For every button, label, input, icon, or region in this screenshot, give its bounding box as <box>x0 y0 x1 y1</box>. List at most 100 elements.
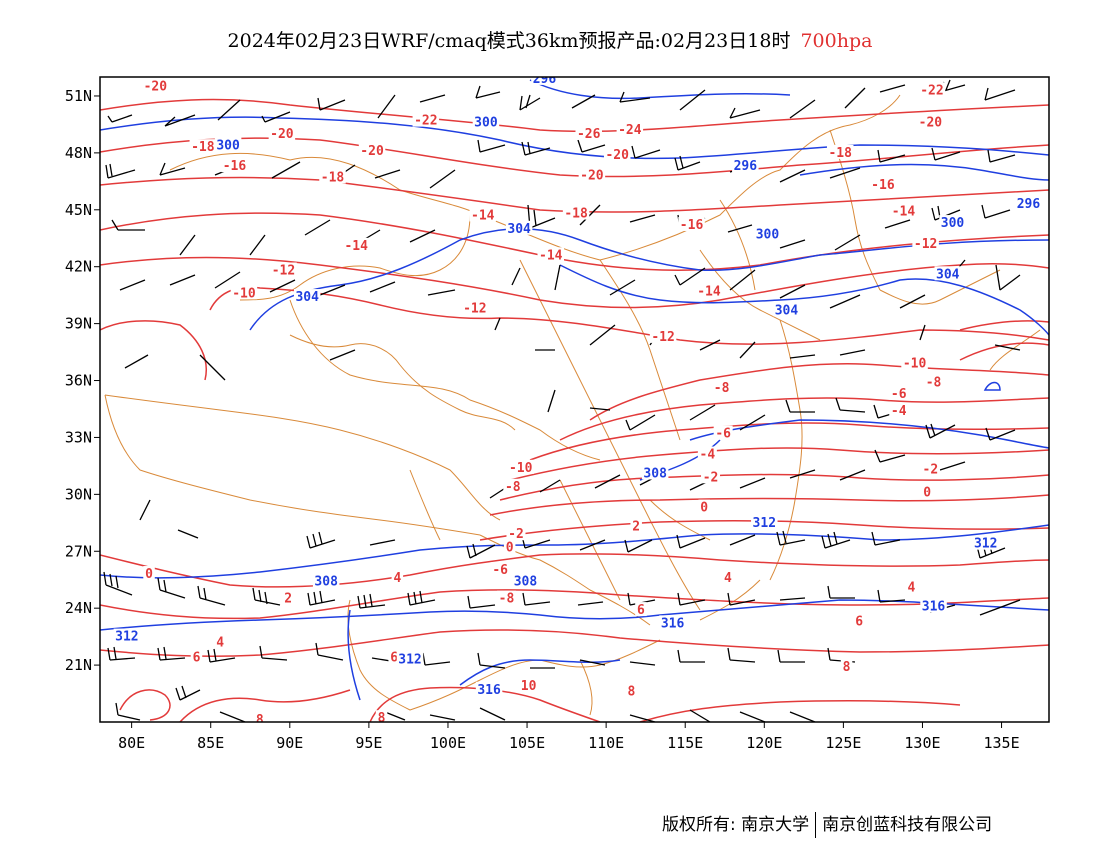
temperature-label: 10 <box>521 679 537 694</box>
temperature-label: -14 <box>697 284 721 299</box>
temperature-label-bg <box>713 425 733 440</box>
geopotential-label: 300 <box>474 116 498 131</box>
lat-tick-label: 27N <box>65 542 92 560</box>
temperature-label: 4 <box>907 580 915 595</box>
temperature-label-bg <box>578 167 606 182</box>
temperature-label-bg <box>537 247 565 262</box>
temperature-label-bg <box>869 177 897 192</box>
temperature-label: 2 <box>632 520 640 535</box>
temperature-label-bg <box>697 446 717 461</box>
lat-tick-label: 48N <box>65 144 92 162</box>
temperature-label: 8 <box>843 660 851 675</box>
lon-tick-label: 85E <box>197 734 224 752</box>
temperature-label: 2 <box>284 592 292 607</box>
temperature-label-bg <box>143 566 155 581</box>
temperature-label: -22 <box>920 83 943 98</box>
lon-tick-label: 125E <box>825 734 861 752</box>
temperature-label: -12 <box>272 264 295 279</box>
temperature-label: -6 <box>715 427 731 442</box>
lat-tick-label: 42N <box>65 258 92 276</box>
temperature-label-bg <box>375 710 388 722</box>
geopotential-label-bg <box>312 573 340 588</box>
temperature-label: -16 <box>871 178 895 193</box>
temperature-label: -2 <box>923 463 939 478</box>
temperature-label-bg <box>268 125 296 140</box>
temperature-label-bg <box>189 139 217 154</box>
temperature-label: -14 <box>892 205 916 220</box>
wind-barbs <box>103 79 1021 722</box>
geopotential-label-bg <box>512 573 539 588</box>
temperature-label-bg <box>826 144 854 159</box>
lon-tick-label: 135E <box>983 734 1019 752</box>
lat-tick-label: 24N <box>65 599 92 617</box>
map-title: 2024年02月23日WRF/cmaq模式36km预报产品:02月23日18时 7… <box>0 26 1100 53</box>
temperature-contours <box>100 98 1049 722</box>
temperature-label: -8 <box>505 480 521 495</box>
temperature-label-bg <box>253 712 266 722</box>
temperature-label-bg <box>649 328 677 343</box>
geopotential-label-bg <box>972 535 999 550</box>
temperature-label-bg <box>496 590 516 605</box>
temperature-label: -2 <box>508 527 524 542</box>
geopotential-label-bg <box>641 465 669 480</box>
geopotential-label: 308 <box>643 466 667 481</box>
temperature-label-bg <box>270 262 297 277</box>
lon-tick-label: 130E <box>904 734 940 752</box>
lat-tick-label: 21N <box>65 656 92 674</box>
temperature-label: -12 <box>651 330 674 345</box>
temperature-label: -10 <box>509 461 533 476</box>
geopotential-label: 312 <box>115 630 138 645</box>
temperature-label-bg <box>625 683 638 698</box>
temperature-label-bg <box>342 237 370 252</box>
temperature-label: -14 <box>471 208 495 223</box>
temperature-label-bg <box>695 283 723 298</box>
temperature-label: -8 <box>714 381 730 396</box>
lat-tick-label: 30N <box>65 485 92 503</box>
lon-tick-label: 95E <box>355 734 382 752</box>
temperature-label: 0 <box>700 501 708 516</box>
temperature-label: -18 <box>191 140 215 155</box>
geopotential-label: 316 <box>477 683 501 698</box>
footer: 版权所有: 南京大学 南京创蓝科技有限公司 <box>662 810 992 838</box>
temperature-label-bg <box>921 484 933 499</box>
geopotential-label-bg <box>751 514 778 529</box>
border-lines <box>104 94 1041 716</box>
temperature-label: -26 <box>577 127 601 142</box>
geopotential-label: 300 <box>941 216 965 231</box>
geopotential-label-bg <box>754 226 781 241</box>
temperature-label: -18 <box>828 146 852 161</box>
temperature-label: 0 <box>145 567 153 582</box>
lat-tick-label: 51N <box>65 87 92 105</box>
temperature-label: -14 <box>539 248 563 263</box>
geopotential-label: 304 <box>507 222 531 237</box>
temperature-label-bg <box>388 649 400 664</box>
temperature-label-bg <box>391 569 404 584</box>
geopotential-label-bg <box>934 266 962 281</box>
temperature-label-bg <box>319 169 346 184</box>
geopotential-label: 296 <box>533 72 557 87</box>
temperature-label: -2 <box>703 470 719 485</box>
temperature-label-bg <box>635 602 647 617</box>
geopotential-label-bg <box>396 651 424 666</box>
temperature-label: -8 <box>499 592 515 607</box>
temperature-label-bg <box>503 478 523 493</box>
latitude-axis: 51N 48N 45N 42N 39N 36N 33N 30N 27N 24N 21N <box>65 87 100 674</box>
temperature-label: -10 <box>903 356 927 371</box>
geopotential-label-bg <box>920 598 947 613</box>
geopotential-label: 300 <box>756 227 780 242</box>
geopotential-label: 312 <box>974 537 997 552</box>
geopotential-label-bg <box>732 158 759 173</box>
geopotential-label: 304 <box>775 303 799 318</box>
geopotential-label-bg <box>659 615 686 630</box>
lat-tick-label: 45N <box>65 201 92 219</box>
geopotential-label: 316 <box>922 599 946 614</box>
temperature-label: 6 <box>855 614 863 629</box>
temperature-label-bg <box>905 579 918 594</box>
temperature-label: -20 <box>270 127 294 142</box>
temperature-label: 6 <box>390 651 398 666</box>
geopotential-label-bg <box>531 77 558 85</box>
temperature-label: -22 <box>414 114 437 129</box>
temperature-label-bg <box>214 634 226 649</box>
geopotential-label-bg <box>1015 196 1042 211</box>
map-frame <box>99 76 1050 723</box>
